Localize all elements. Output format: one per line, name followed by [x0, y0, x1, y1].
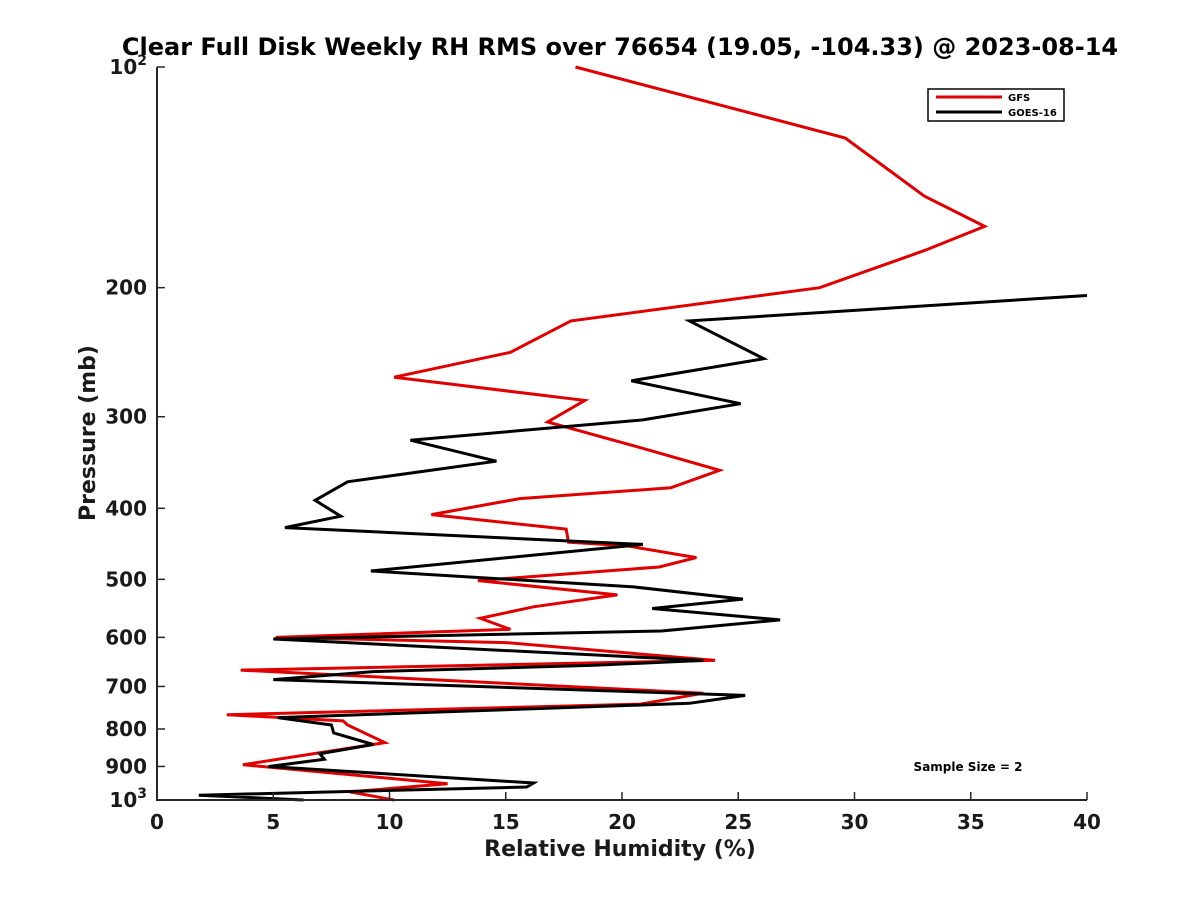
y-tick-label: 900: [105, 754, 147, 778]
sample-size-annotation: Sample Size = 2: [914, 760, 1023, 774]
y-tick-label: 500: [105, 567, 147, 591]
y-tick-label: 103: [109, 786, 147, 812]
y-tick-label: 300: [105, 405, 147, 429]
chart-title: Clear Full Disk Weekly RH RMS over 76654…: [122, 33, 1118, 61]
legend: GFS GOES-16: [927, 88, 1065, 122]
y-tick-label: 800: [105, 717, 147, 741]
series-layer: [198, 65, 1088, 802]
x-tick-label: 5: [266, 810, 280, 834]
x-tick-label: 30: [841, 810, 869, 834]
y-axis: 102 200 300 400 500 600 700 800 900 103: [105, 53, 165, 812]
series-line-gfs: [226, 65, 989, 802]
legend-box: [927, 88, 1065, 122]
y-tick-label: 400: [105, 496, 147, 520]
x-axis: 0 5 10 15 20 25 30 35 40: [150, 792, 1101, 834]
x-tick-label: 15: [492, 810, 520, 834]
x-tick-label: 20: [608, 810, 636, 834]
series-line-goes16: [198, 294, 1088, 802]
x-tick-label: 10: [376, 810, 404, 834]
x-tick-label: 35: [957, 810, 985, 834]
y-axis-label: Pressure (mb): [76, 345, 101, 521]
legend-label-gfs: GFS: [1008, 93, 1030, 104]
x-tick-label: 40: [1073, 810, 1101, 834]
x-axis-label: Relative Humidity (%): [484, 837, 756, 862]
y-tick-label: 102: [109, 53, 147, 79]
y-tick-label: 600: [105, 625, 147, 649]
y-tick-label: 200: [105, 276, 147, 300]
legend-label-goes16: GOES-16: [1008, 108, 1057, 119]
x-tick-label: 25: [724, 810, 752, 834]
y-tick-label: 700: [105, 674, 147, 698]
x-tick-label: 0: [150, 810, 164, 834]
